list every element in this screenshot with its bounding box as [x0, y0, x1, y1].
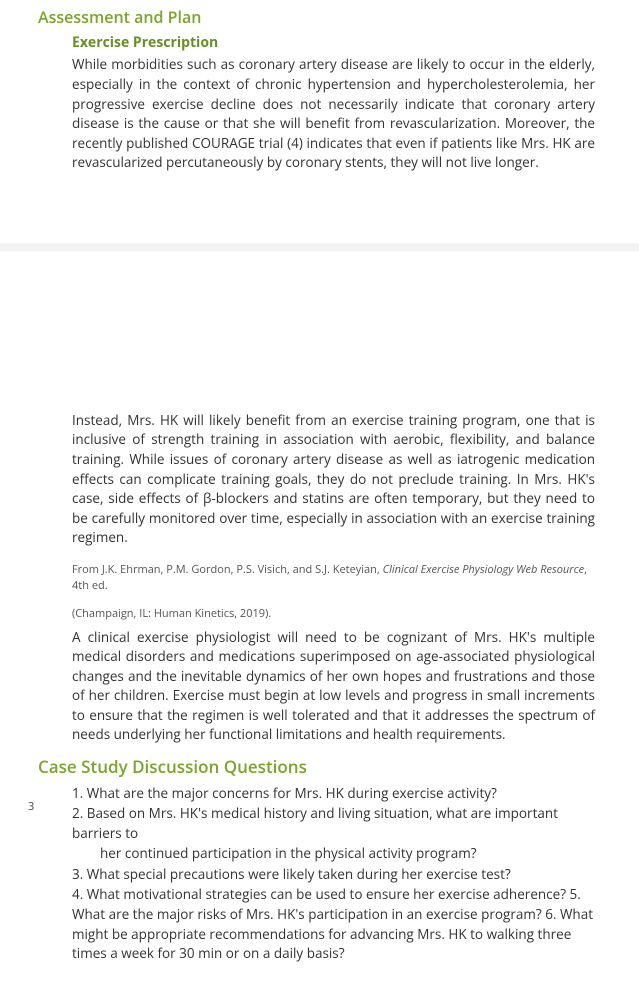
heading-assessment: Assessment and Plan	[38, 6, 601, 29]
page-1: Assessment and Plan Exercise Prescriptio…	[0, 0, 639, 243]
citation-line-1: From J.K. Ehrman, P.M. Gordon, P.S. Visi…	[72, 562, 595, 594]
question-3: 3. What special precautions were likely …	[72, 865, 595, 885]
question-4-5-6: 4. What motivational strategies can be u…	[72, 885, 595, 963]
page-separator	[0, 243, 639, 251]
question-2: 2. Based on Mrs. HK's medical history an…	[72, 804, 595, 843]
page-2: Instead, Mrs. HK will likely benefit fro…	[0, 251, 639, 995]
heading-case-study: Case Study Discussion Questions	[38, 755, 601, 780]
paragraph-1: While morbidities such as coronary arter…	[72, 55, 595, 172]
paragraph-3: A clinical exercise physiologist will ne…	[72, 628, 595, 745]
question-1: 1. What are the major concerns for Mrs. …	[72, 784, 595, 804]
citation-authors: From J.K. Ehrman, P.M. Gordon, P.S. Visi…	[72, 562, 383, 577]
heading-exercise-prescription: Exercise Prescription	[72, 33, 601, 53]
page-number: 3	[28, 799, 34, 815]
question-list: 1. What are the major concerns for Mrs. …	[72, 784, 595, 964]
citation-line-2: (Champaign, IL: Human Kinetics, 2019).	[72, 606, 601, 622]
citation-title: Clinical Exercise Physiology Web Resourc…	[383, 562, 584, 577]
question-2-continued: her continued participation in the physi…	[100, 844, 595, 864]
paragraph-2: Instead, Mrs. HK will likely benefit fro…	[72, 411, 595, 548]
